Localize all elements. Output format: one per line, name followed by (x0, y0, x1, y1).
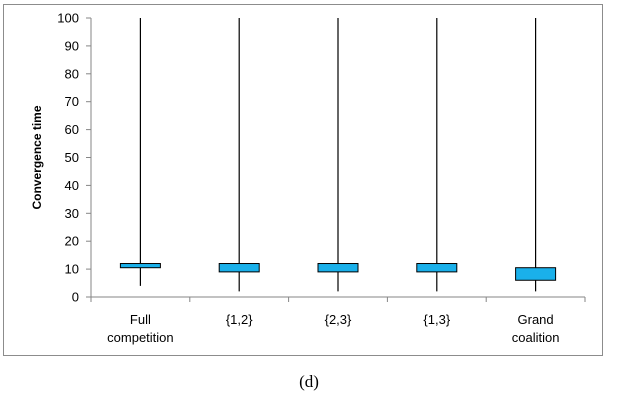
y-tick-label: 90 (65, 38, 79, 53)
x-category-label-line: {2,3} (325, 312, 352, 327)
x-category-label-line: Full (130, 312, 151, 327)
box-rect (417, 264, 457, 272)
x-category-label-line: competition (107, 330, 173, 345)
y-tick-label: 30 (65, 206, 79, 221)
y-tick-label: 70 (65, 94, 79, 109)
y-tick-label: 40 (65, 178, 79, 193)
x-category-label-line: {1,2} (226, 312, 253, 327)
x-category-label-line: {1,3} (423, 312, 450, 327)
y-tick-label: 10 (65, 262, 79, 277)
y-tick-label: 80 (65, 66, 79, 81)
x-category-label: {1,2} (226, 312, 253, 327)
box-rect (318, 264, 358, 272)
x-category-label: {2,3} (325, 312, 352, 327)
y-axis-title: Convergence time (30, 105, 44, 209)
box-rect (516, 268, 556, 281)
y-tick-label: 100 (57, 11, 79, 26)
y-tick-label: 20 (65, 234, 79, 249)
box-rect (120, 264, 160, 268)
box-rect (219, 264, 259, 272)
y-tick-label: 0 (72, 290, 79, 305)
x-category-label: Full competition (107, 312, 173, 345)
x-category-label: {1,3} (423, 312, 450, 327)
figure-caption: (d) (0, 372, 618, 392)
box-plot-chart: 0 10 20 30 40 50 60 70 80 90 100 Convergence time Fu… (0, 0, 618, 360)
x-category-label: Grand coalition (512, 312, 560, 345)
y-tick-label: 50 (65, 150, 79, 165)
x-category-label-line: coalition (512, 330, 560, 345)
x-category-label-line: Grand (518, 312, 554, 327)
y-tick-label: 60 (65, 122, 79, 137)
